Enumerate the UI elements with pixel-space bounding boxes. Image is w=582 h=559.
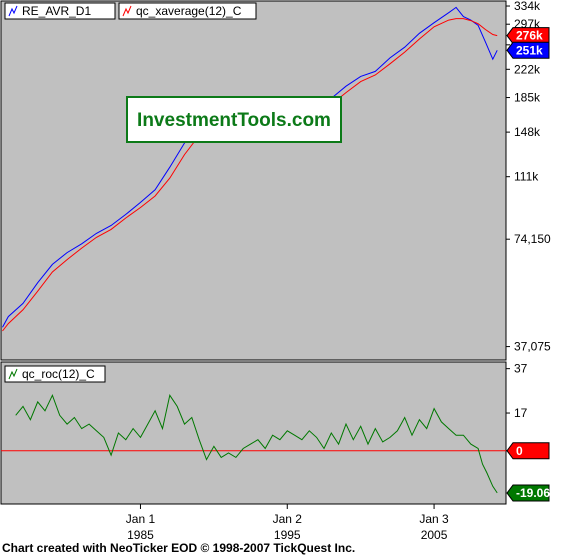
price-plot-area — [0, 0, 507, 361]
last-value-tag-zero: 0 — [506, 442, 550, 460]
svg-text:-19.06: -19.06 — [516, 486, 550, 500]
x-tick-year: 2005 — [421, 528, 448, 542]
roc-series-group — [15, 394, 498, 494]
legend-line-icon-green — [8, 368, 18, 380]
roc-plot-area — [0, 361, 507, 505]
investmenttools-logo: InvestmentTools.com — [126, 96, 342, 143]
price-y-tick-label: 74,150 — [514, 232, 551, 246]
logo-text: InvestmentTools.com — [137, 110, 331, 131]
x-axis: Jan 1 1985 Jan 2 1995 Jan 3 2005 — [126, 504, 449, 542]
logo-box — [126, 96, 342, 143]
roc-y-tick-label: 17 — [514, 406, 528, 420]
price-legend-box-1 — [4, 2, 116, 20]
x-tick-year: 1985 — [127, 528, 154, 542]
price-panel: 334k297k260k222k185k148k111k74,15037,075… — [0, 0, 551, 361]
price-y-tick-label: 334k — [514, 0, 541, 13]
last-value-tag-xaverage: 276k — [506, 27, 550, 45]
roc-last-value-tags: 0 -19.06 — [506, 442, 550, 502]
legend-label-roc: qc_roc(12)_C — [22, 367, 95, 381]
x-tick-year: 1995 — [274, 528, 301, 542]
price-y-tick-label: 148k — [514, 125, 541, 139]
price-y-tick-label: 37,075 — [514, 340, 551, 354]
x-tick-label: Jan 2 — [273, 512, 303, 526]
price-y-tick-label: 222k — [514, 62, 541, 76]
roc-panel: 37 17 0 0 -19.06 qc_roc(12)_C — [0, 361, 550, 505]
footer-credit: Chart created with NeoTicker EOD © 1998-… — [2, 541, 356, 555]
price-legend-box-2 — [118, 2, 257, 20]
price-y-tick-label: 111k — [514, 170, 539, 184]
legend-label-xaverage: qc_xaverage(12)_C — [136, 4, 242, 18]
legend-line-icon-red — [122, 5, 132, 17]
x-tick-label: Jan 1 — [126, 512, 156, 526]
price-legend: RE_AVR_D1 qc_xaverage(12)_C — [4, 2, 257, 20]
legend-label-re-avr: RE_AVR_D1 — [22, 4, 91, 18]
svg-text:0: 0 — [516, 444, 523, 458]
roc-y-tick-label: 37 — [514, 362, 528, 376]
legend-line-icon-blue — [8, 5, 18, 17]
x-tick-label: Jan 3 — [419, 512, 449, 526]
svg-text:251k: 251k — [516, 43, 543, 57]
roc-legend: qc_roc(12)_C — [4, 365, 106, 383]
last-value-tag-roc: -19.06 — [506, 484, 550, 502]
roc-legend-box — [4, 365, 106, 383]
price-y-tick-label: 185k — [514, 91, 541, 105]
last-value-tag-re-avr: 251k — [506, 41, 550, 59]
series-line-roc — [15, 394, 498, 494]
svg-text:276k: 276k — [516, 29, 543, 43]
